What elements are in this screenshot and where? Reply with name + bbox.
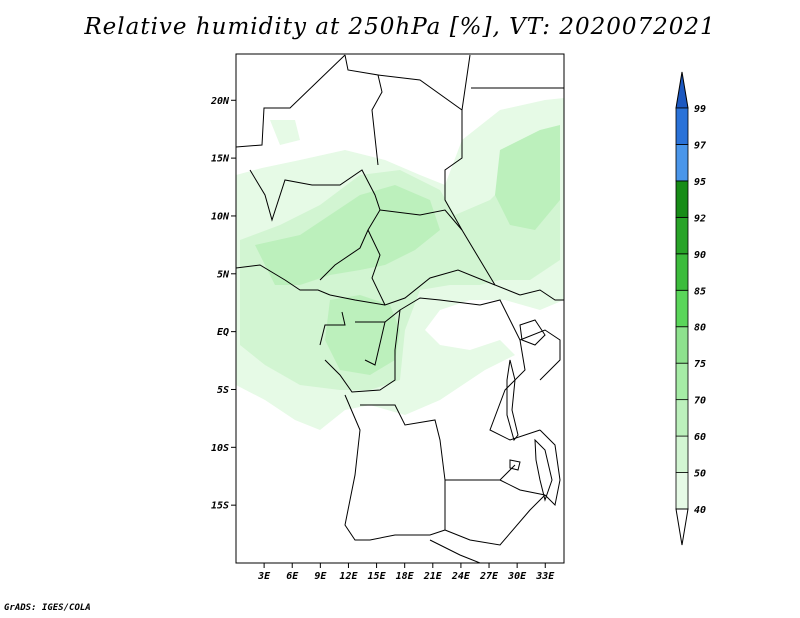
- lon-axis: 3E 6E 9E 12E 15E 18E 21E 24E 27E 30E 33E: [257, 563, 555, 582]
- colorbar-bin: [675, 362, 689, 401]
- lat-tick-label: EQ: [217, 327, 229, 338]
- humidity-shading: [236, 98, 564, 430]
- colorbar-over-triangle: [675, 71, 689, 109]
- colorbar-label: 85: [694, 286, 706, 297]
- lat-tick-label: 10S: [211, 443, 229, 454]
- colorbar-bin: [675, 253, 689, 291]
- colorbar-label: 75: [694, 359, 706, 370]
- colorbar-bin: [675, 472, 689, 510]
- lat-tick-label: 5N: [217, 269, 230, 280]
- lat-tick-label: 20N: [210, 96, 230, 107]
- lat-tick-label: 5S: [217, 385, 229, 396]
- colorbar-label: 97: [694, 140, 706, 151]
- colorbar-label: 95: [694, 177, 706, 188]
- colorbar-label: 40: [694, 505, 706, 516]
- humidity-area-congo-core: [325, 295, 400, 375]
- colorbar-bin: [675, 289, 689, 328]
- colorbar-under-triangle: [675, 508, 689, 546]
- colorbar-label: 50: [694, 469, 706, 480]
- lon-tick-label: 24E: [451, 571, 471, 582]
- lon-tick-label: 33E: [535, 571, 555, 582]
- colorbar-label: 80: [694, 323, 706, 334]
- lat-tick-label: 10N: [211, 211, 230, 222]
- lat-tick-label: 15N: [211, 154, 230, 165]
- colorbar-label: 60: [694, 432, 706, 443]
- lat-axis: 20N 15N 10N 5N EQ 5S 10S 15S: [210, 96, 236, 512]
- map-title: Relative humidity at 250hPa [%], VT: 202…: [84, 14, 716, 40]
- humidity-area-congo-band: [240, 150, 560, 390]
- colorbar-label: 99: [694, 104, 706, 115]
- lon-tick-label: 12E: [339, 571, 358, 582]
- humidity-area-sudan-band: [270, 120, 300, 145]
- lon-tick-label: 9E: [314, 571, 327, 582]
- lat-tick-label: 15S: [211, 501, 229, 512]
- grads-credit: GrADS: IGES/COLA: [4, 603, 91, 613]
- colorbar-bin: [675, 144, 689, 182]
- lon-tick-label: 30E: [507, 571, 527, 582]
- colorbar-label: 90: [694, 250, 706, 261]
- colorbar-label: 70: [694, 396, 706, 407]
- humidity-area-sahel-core: [255, 185, 440, 285]
- map-frame: [235, 53, 565, 564]
- lon-tick-label: 6E: [286, 571, 299, 582]
- country-borders: [236, 54, 564, 563]
- colorbar-bin: [675, 107, 689, 145]
- lon-tick-label: 27E: [479, 571, 499, 582]
- colorbar-bin: [675, 216, 689, 255]
- humidity-area-ethiopia-core: [495, 125, 560, 230]
- colorbar: 40 50 60 70 75 80 85 90 92 95 97 99: [675, 71, 706, 546]
- lon-tick-label: 15E: [368, 571, 387, 582]
- lakes: [506, 319, 553, 502]
- colorbar-label: 92: [694, 213, 706, 224]
- colorbar-bin: [675, 399, 689, 437]
- colorbar-bin: [675, 435, 689, 473]
- colorbar-bin: [675, 180, 689, 218]
- lon-tick-label: 18E: [396, 571, 415, 582]
- lon-tick-label: 3E: [257, 571, 271, 582]
- colorbar-bin: [675, 326, 689, 364]
- lon-tick-label: 21E: [423, 571, 443, 582]
